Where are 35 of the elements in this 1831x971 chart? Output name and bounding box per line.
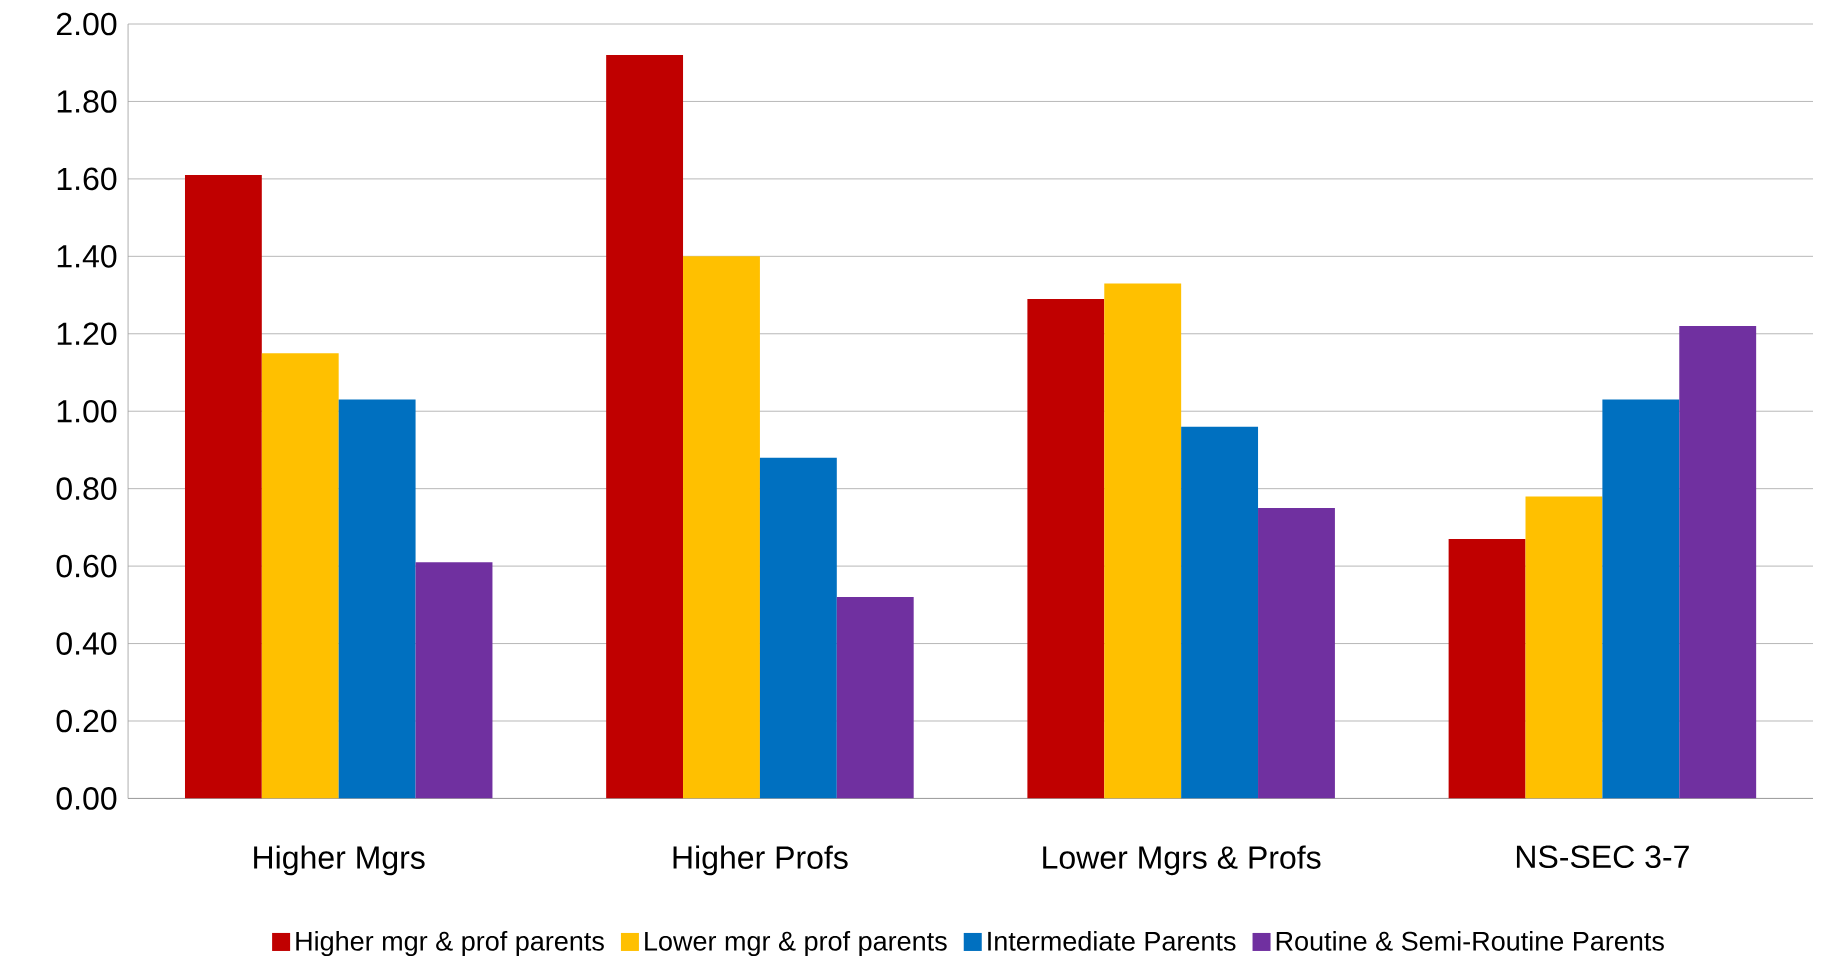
bar <box>1602 399 1680 799</box>
y-tick-label: 0.40 <box>56 632 117 656</box>
x-tick-label: NS-SEC 3-7 <box>1516 845 1689 869</box>
bar <box>683 256 760 799</box>
y-tick-label: 1.60 <box>57 167 117 191</box>
legend-label: Intermediate Parents <box>988 931 1236 951</box>
x-tick-label: Lower Mgrs & Profs <box>1043 845 1321 876</box>
bar <box>1104 283 1182 799</box>
y-tick-label: 1.00 <box>57 400 117 423</box>
y-tick-label: 0.80 <box>56 477 117 501</box>
bar <box>606 55 684 799</box>
y-tick-label: 2.00 <box>56 12 117 36</box>
bar <box>836 597 914 799</box>
bar <box>338 399 416 799</box>
y-tick-label: 1.20 <box>57 322 117 346</box>
bar <box>415 562 493 799</box>
legend-label: Routine & Semi-Routine Parents <box>1276 931 1664 951</box>
x-tick-label: Higher Profs <box>673 845 848 876</box>
y-tick-label: 1.80 <box>57 90 117 114</box>
bar <box>1181 426 1259 799</box>
bar <box>1525 496 1603 799</box>
bar <box>1448 539 1526 799</box>
bar <box>1258 508 1335 799</box>
y-tick-label: 0.00 <box>56 787 117 811</box>
y-tick-label: 0.60 <box>56 555 117 578</box>
legend-label: Lower mgr & prof parents <box>645 931 947 957</box>
x-tick-label: Higher Mgrs <box>254 845 425 876</box>
legend-label: Higher mgr & prof parents <box>296 931 604 957</box>
bar <box>759 457 837 799</box>
y-tick-label: 0.20 <box>56 709 117 733</box>
bar <box>261 353 339 799</box>
y-tick-label: 1.40 <box>57 245 117 268</box>
bar <box>1679 326 1757 799</box>
bar <box>1027 299 1105 799</box>
bar <box>184 175 262 799</box>
